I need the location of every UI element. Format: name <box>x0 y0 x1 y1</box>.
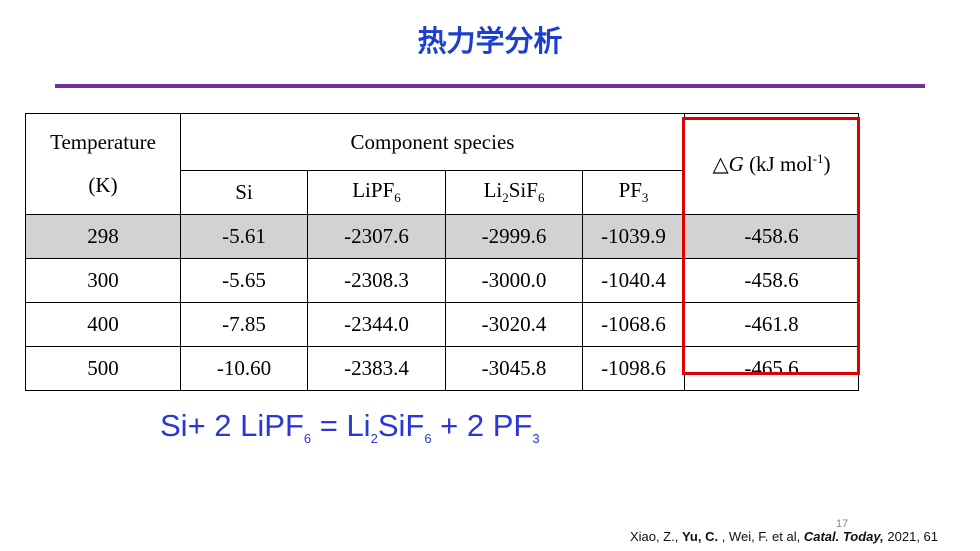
bold: Yu, C. <box>681 529 719 544</box>
cell: -458.6 <box>684 258 859 303</box>
cell: 400 <box>25 302 181 347</box>
subscript: 6 <box>424 431 432 447</box>
divider <box>55 84 925 88</box>
text: (kJ mol <box>743 152 813 176</box>
cell: -1068.6 <box>582 302 685 347</box>
text: Li <box>483 178 503 203</box>
header-text: Temperature <box>50 130 156 154</box>
subscript: 2 <box>370 431 378 447</box>
text: = Li <box>311 408 371 443</box>
italic: G <box>728 152 744 176</box>
header-cell: Temperature (K) <box>25 113 181 215</box>
cell: -3045.8 <box>445 346 583 391</box>
text: SiF <box>377 408 425 443</box>
superscript: -1 <box>812 151 824 166</box>
text: △ <box>712 152 729 176</box>
subscript: 6 <box>537 190 545 206</box>
text: Xiao, Z., <box>629 529 682 544</box>
cell: -5.65 <box>180 258 308 303</box>
cell: -1039.9 <box>582 214 685 259</box>
highlight-box <box>682 117 860 375</box>
header-row: Si LiPF6 Li2SiF6 PF3 <box>26 170 859 215</box>
header-text: (K) <box>88 173 118 197</box>
cell: -2344.0 <box>307 302 446 347</box>
data-row: 400 -7.85 -2344.0 -3020.4 -1068.6 -461.8 <box>25 302 859 347</box>
subscript: 3 <box>532 431 540 447</box>
cell: -2999.6 <box>445 214 583 259</box>
cell: -1040.4 <box>582 258 685 303</box>
cell: -2307.6 <box>307 214 446 259</box>
cell: -2308.3 <box>307 258 446 303</box>
cell: -458.6 <box>684 214 859 259</box>
cell: -3000.0 <box>445 258 583 303</box>
header-cell: Component species <box>180 113 685 171</box>
cell: 300 <box>25 258 181 303</box>
subscript: 2 <box>502 190 509 206</box>
data-row: 500 -10.60 -2383.4 -3045.8 -1098.6 -465.6 <box>25 346 859 391</box>
cell: -7.85 <box>180 302 308 347</box>
data-table: Temperature (K) Component species △G (kJ mo… <box>25 113 859 391</box>
text: + 2 PF <box>431 408 533 443</box>
page-number: 17 <box>836 518 849 530</box>
bold-italic: Catal. Today, <box>803 529 884 544</box>
subscript: 6 <box>303 431 312 447</box>
citation: Xiao, Z., Yu, C. , Wei, F. et al, Catal.… <box>630 529 938 544</box>
subscript: 6 <box>394 190 401 206</box>
header-cell: Si <box>180 170 308 215</box>
cell: 298 <box>25 214 181 259</box>
cell: -10.60 <box>180 346 308 391</box>
cell: -1098.6 <box>582 346 685 391</box>
text: LiPF <box>352 178 395 203</box>
text: ) <box>823 152 831 176</box>
text: SiF <box>508 178 538 203</box>
text: 2021, 61 <box>883 529 938 544</box>
text: Si <box>235 180 253 204</box>
header-cell: Li2SiF6 <box>445 170 583 215</box>
cell: -5.61 <box>180 214 308 259</box>
cell: -3020.4 <box>445 302 583 347</box>
subscript: 3 <box>641 190 649 206</box>
header-cell: LiPF6 <box>307 170 446 215</box>
title: 热力学分析 <box>417 24 563 58</box>
data-row: 298 -5.61 -2307.6 -2999.6 -1039.9 -458.6 <box>25 214 859 259</box>
text: PF <box>618 178 642 203</box>
header-cell: PF3 <box>582 170 685 215</box>
text: , Wei, F. et al, <box>718 529 804 544</box>
cell: 500 <box>25 346 181 391</box>
cell: -2383.4 <box>307 346 446 391</box>
equation: Si+ 2 LiPF6 = Li2SiF6 + 2 PF3 <box>160 408 540 446</box>
header-cell: △G (kJ mol-1) <box>684 113 859 215</box>
cell: -461.8 <box>684 302 859 347</box>
text: Si+ 2 LiPF <box>160 408 304 443</box>
